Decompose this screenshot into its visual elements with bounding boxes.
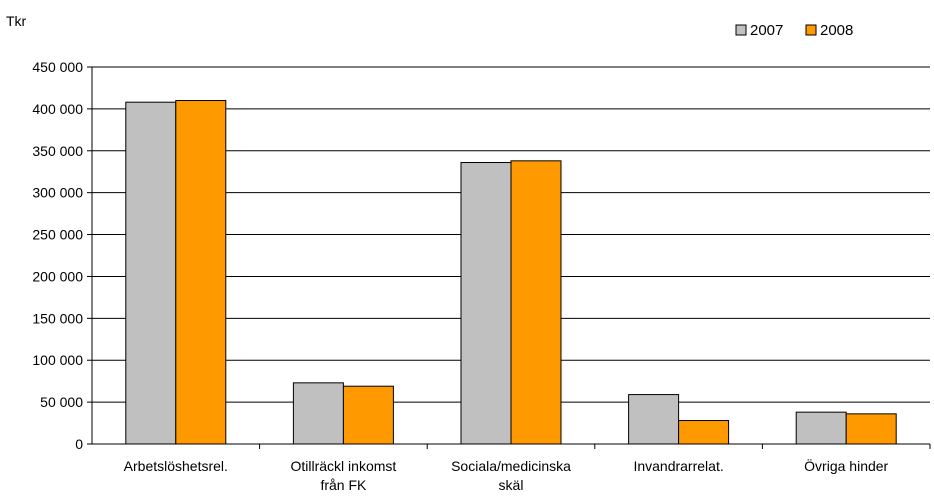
bar-2007-3 [460,162,512,445]
bar-2007-4 [628,394,680,445]
x-category-label: Sociala/medicinska skäl [451,458,571,493]
x-category-label: Arbetslöshetsrel. [124,458,228,474]
legend-swatch-2007 [735,24,747,36]
y-tick-label: 450 000 [32,59,83,75]
y-tick-label: 0 [75,436,83,452]
y-tick-label: 200 000 [32,268,83,284]
y-tick-label: 150 000 [32,310,83,326]
x-category-label: Invandrarrelat. [633,458,723,474]
x-category-label: Otillräckl inkomst från FK [291,458,397,493]
y-axis-ticks: 0 50 000 100 000 150 000 200 000 250 000 300 0… [32,59,92,452]
x-axis-labels: Arbetslöshetsrel. Otillräckl inkomst från … [124,444,931,493]
legend-swatch-2008 [805,24,817,36]
y-tick-label: 100 000 [32,352,83,368]
y-tick-label: 400 000 [32,101,83,117]
y-tick-label: 50 000 [40,394,83,410]
legend-label-2008: 2008 [820,22,853,39]
bar-2007-2 [292,382,344,445]
y-tick-label: 350 000 [32,143,83,159]
bar-2007-1 [125,101,177,445]
y-axis-unit-label: Tkr [6,13,27,29]
legend: 2007 2008 [735,22,853,39]
bar-2008-2 [342,385,394,445]
bars [125,100,897,445]
bar-2008-1 [175,100,227,445]
bar-2008-3 [510,160,562,445]
bar-2008-4 [678,420,730,445]
bar-2008-5 [845,413,897,445]
legend-label-2007: 2007 [750,22,783,39]
y-tick-label: 300 000 [32,185,83,201]
bar-2007-5 [795,411,847,445]
y-tick-label: 250 000 [32,227,83,243]
x-category-label: Övriga hinder [804,457,888,474]
